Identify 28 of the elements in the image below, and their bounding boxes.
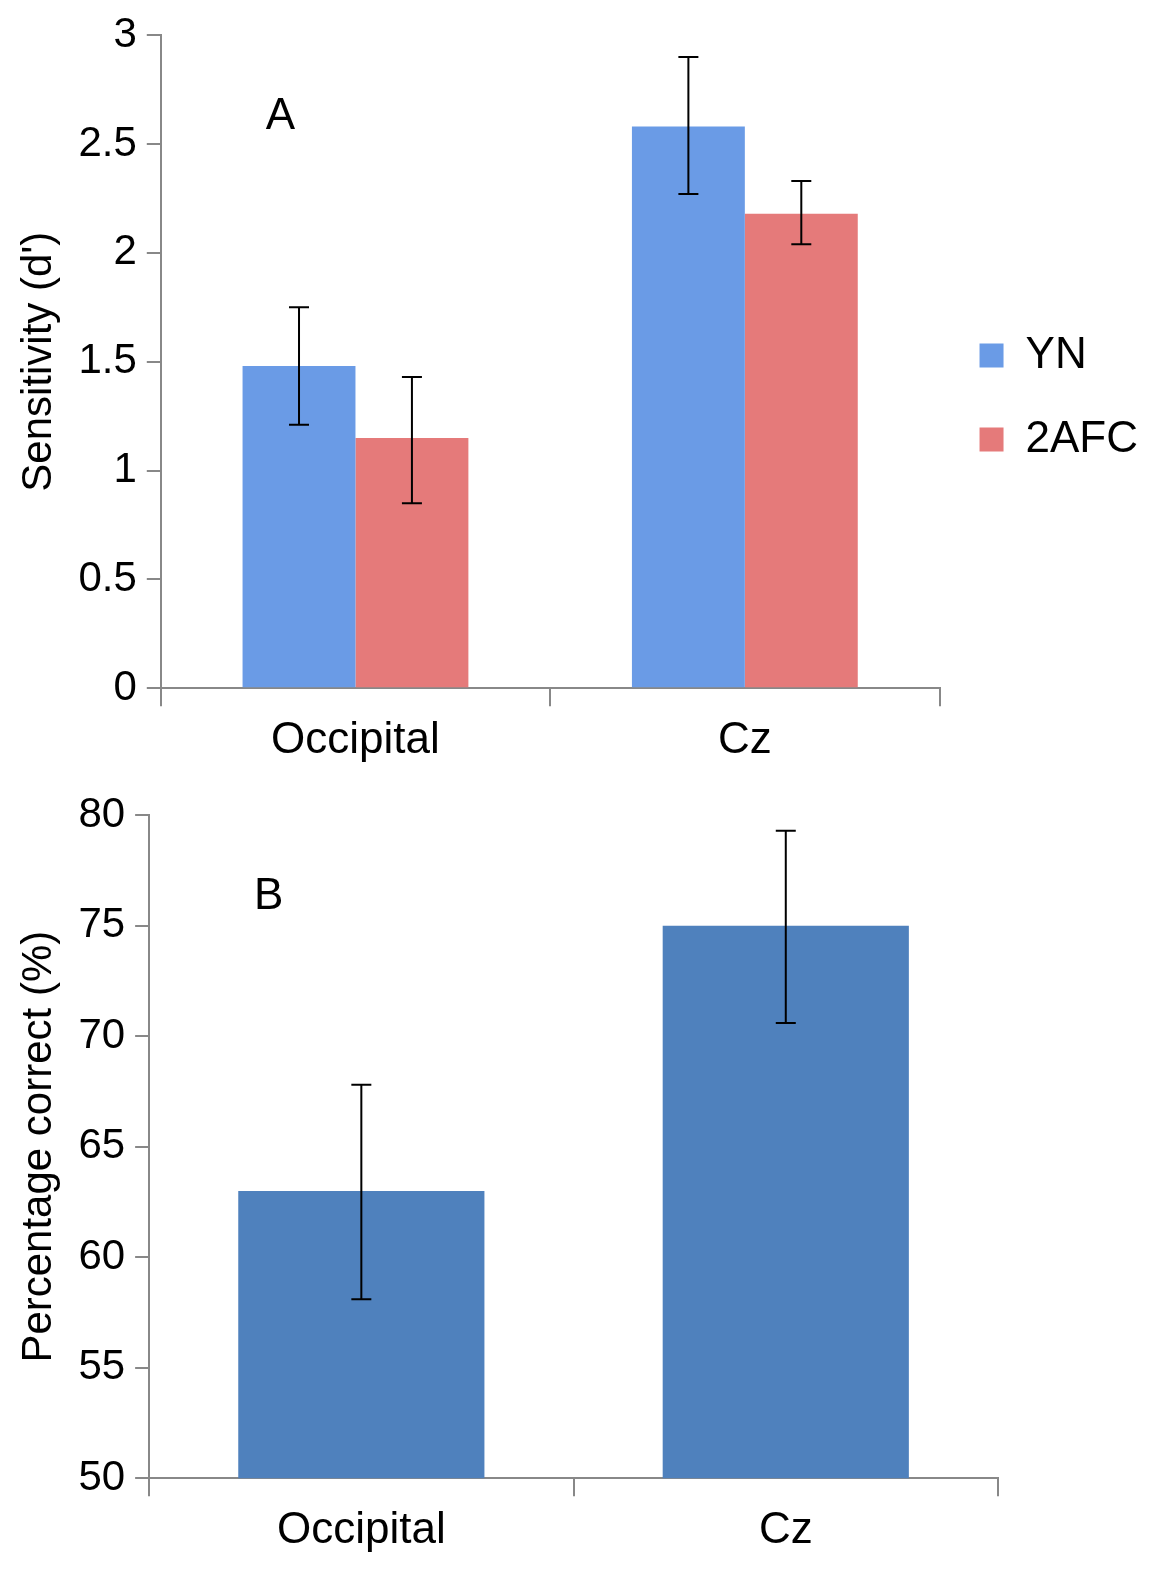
bar — [242, 366, 356, 688]
x-tick-label: Cz — [758, 1502, 813, 1552]
y-tick-label: 3 — [113, 8, 137, 56]
y-tick-label: 0.5 — [78, 552, 137, 600]
legend-label: 2AFC — [1025, 411, 1139, 461]
bar — [744, 213, 858, 688]
y-tick-label: 2.5 — [78, 117, 137, 165]
x-tick-label: Occipital — [271, 712, 440, 762]
bar — [631, 126, 745, 688]
y-axis-title: Sensitivity (d') — [12, 231, 60, 492]
y-axis-title: Percentage correct (%) — [12, 930, 60, 1363]
y-tick-label: 0 — [113, 661, 137, 709]
annotation: A — [265, 89, 296, 139]
legend-label: YN — [1025, 327, 1087, 377]
y-tick-label: 60 — [78, 1230, 126, 1278]
bar — [355, 437, 469, 688]
y-tick-label: 50 — [78, 1451, 126, 1499]
y-tick-label: 75 — [78, 899, 126, 947]
y-tick-label: 2 — [113, 226, 137, 274]
y-tick-label: 70 — [78, 1009, 126, 1057]
y-tick-label: 55 — [78, 1341, 126, 1389]
y-tick-label: 80 — [78, 788, 126, 836]
annotation: B — [254, 869, 284, 919]
y-tick-label: 1 — [113, 444, 137, 492]
y-tick-label: 1.5 — [78, 335, 137, 383]
y-tick-label: 65 — [78, 1120, 126, 1168]
x-tick-label: Cz — [717, 712, 772, 762]
x-tick-label: Occipital — [276, 1502, 446, 1552]
